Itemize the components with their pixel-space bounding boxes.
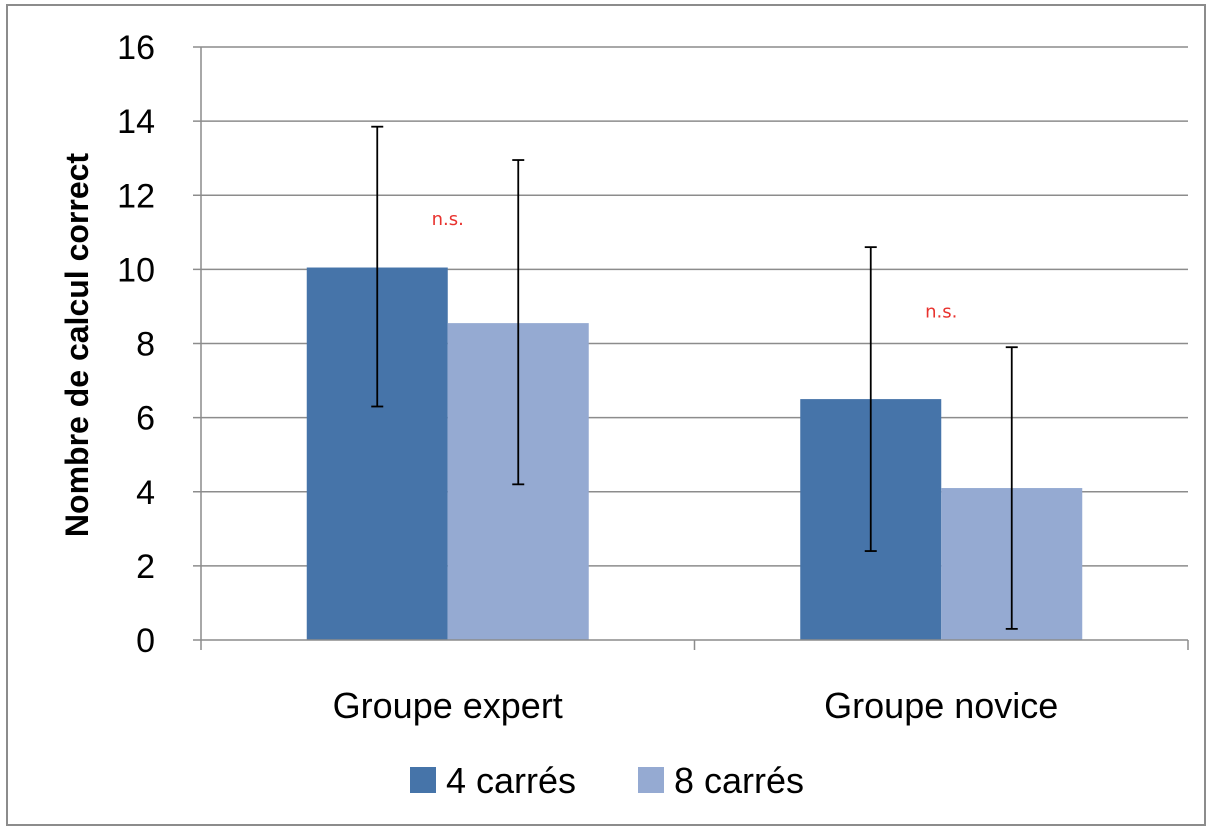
y-axis-label: Nombre de calcul correct xyxy=(59,153,95,537)
legend-swatch-1 xyxy=(638,767,664,793)
y-tick-label-6: 6 xyxy=(136,400,155,438)
y-tick-label-2: 2 xyxy=(136,548,155,586)
annotations: n.s. n.s. xyxy=(432,209,958,323)
x-category-labels: Groupe expert Groupe novice xyxy=(333,685,1059,726)
x-category-label-0: Groupe expert xyxy=(333,685,563,726)
bars xyxy=(306,267,1083,640)
x-category-label-1: Groupe novice xyxy=(824,685,1058,726)
legend-swatch-0 xyxy=(410,767,436,793)
y-tick-label-12: 12 xyxy=(117,177,155,215)
legend-label-1: 8 carrés xyxy=(674,760,804,801)
error-bars xyxy=(371,125,1018,630)
y-tick-labels: 0 2 4 6 8 10 12 14 16 xyxy=(117,29,155,660)
legend-label-0: 4 carrés xyxy=(446,760,576,801)
chart-frame xyxy=(6,4,1206,826)
y-tick-label-10: 10 xyxy=(117,251,155,289)
legend: 4 carrés 8 carrés xyxy=(410,760,804,801)
annotation-ns-0: n.s. xyxy=(432,209,464,230)
y-tick-label-8: 8 xyxy=(136,326,155,364)
axes xyxy=(200,47,1189,650)
y-tick-label-4: 4 xyxy=(136,474,155,512)
y-tick-label-16: 16 xyxy=(117,29,155,67)
y-tick-label-0: 0 xyxy=(136,622,155,660)
y-tick-label-14: 14 xyxy=(117,103,155,141)
annotation-ns-1: n.s. xyxy=(925,302,957,323)
